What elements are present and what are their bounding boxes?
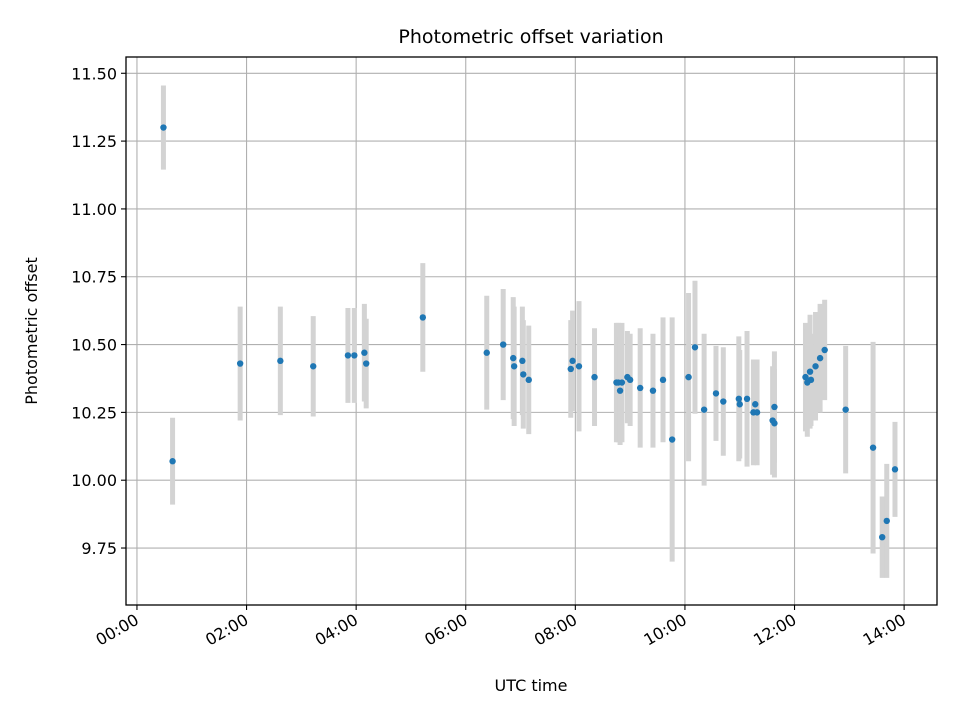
data-point: [869, 444, 877, 451]
data-point: [569, 357, 576, 365]
data-point: [591, 373, 598, 381]
data-point: [519, 357, 526, 365]
data-point: [891, 466, 899, 473]
data-point: [419, 314, 427, 321]
data-point: [362, 360, 370, 367]
data-point: [720, 398, 727, 405]
data-point: [499, 341, 507, 348]
data-point: [659, 376, 667, 384]
data-point: [802, 373, 809, 381]
y-tick-label: 10.75: [71, 268, 117, 287]
y-tick-label: 10.25: [71, 403, 117, 422]
data-point: [883, 517, 890, 525]
data-point: [236, 360, 244, 367]
data-point: [277, 357, 284, 365]
data-point: [771, 420, 778, 427]
data-point: [636, 384, 644, 392]
data-point: [361, 349, 368, 356]
y-axis-label: Photometric offset: [22, 257, 41, 405]
data-point: [668, 436, 676, 443]
data-point: [616, 387, 624, 394]
y-tick-label: 11.50: [71, 64, 117, 83]
data-point: [169, 458, 176, 465]
data-point: [575, 363, 583, 370]
data-point: [821, 346, 828, 354]
data-point: [842, 406, 849, 413]
y-tick-label: 9.75: [81, 539, 117, 558]
data-point: [736, 401, 743, 408]
data-point: [567, 365, 574, 373]
chart-title: Photometric offset variation: [398, 26, 663, 48]
grid-lines: [126, 57, 937, 605]
data-point: [807, 376, 815, 384]
data-point: [691, 344, 699, 351]
data-point: [510, 363, 518, 370]
data-point: [626, 376, 634, 384]
y-axis-ticks: 9.75 10.00 10.25 10.50 10.75 11.00 11.25 11.50: [71, 64, 126, 558]
y-tick-label: 10.50: [71, 336, 117, 355]
data-point: [879, 533, 886, 541]
plot-frame: [125, 56, 938, 606]
data-point: [344, 352, 352, 359]
data-point: [525, 376, 532, 384]
data-point: [351, 352, 358, 359]
data-point: [712, 390, 720, 397]
data-point: [752, 401, 759, 408]
data-point: [700, 406, 708, 413]
data-point: [685, 373, 692, 381]
y-tick-label: 11.25: [71, 132, 117, 151]
x-axis-label: UTC time: [495, 676, 568, 695]
data-points: [160, 124, 899, 541]
data-point: [816, 354, 824, 362]
y-tick-label: 10.00: [71, 471, 117, 490]
data-point: [743, 395, 751, 403]
data-point: [649, 387, 657, 394]
data-point: [520, 371, 527, 378]
y-tick-label: 11.00: [71, 200, 117, 219]
data-point: [310, 363, 317, 370]
data-point: [753, 409, 761, 416]
data-point: [618, 379, 626, 386]
data-point: [806, 368, 814, 375]
data-point: [510, 354, 517, 362]
data-point: [735, 395, 743, 403]
data-point: [771, 403, 778, 411]
data-point: [812, 363, 819, 370]
data-point: [160, 124, 167, 131]
data-point: [483, 349, 490, 356]
